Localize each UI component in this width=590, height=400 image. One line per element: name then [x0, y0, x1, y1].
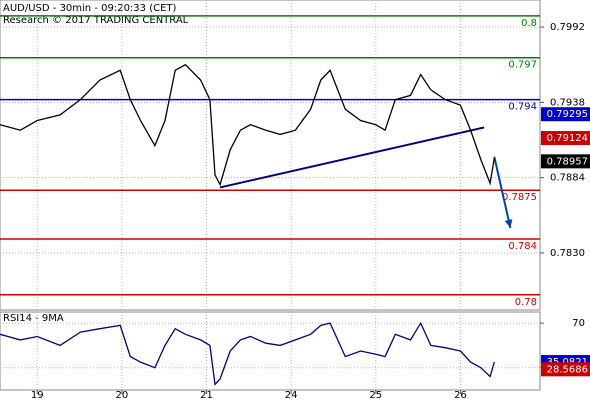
series-line	[0, 63, 495, 187]
price-panel	[0, 0, 541, 311]
level-label: 0.78	[515, 297, 537, 308]
price-tag	[541, 107, 590, 122]
price-tag	[541, 362, 590, 377]
chart-title: AUD/USD - 30min - 09:20:33 (CET)	[3, 3, 177, 14]
x-tick-label: 25	[369, 390, 382, 400]
y-tick-label: 0.7884	[550, 173, 585, 184]
level-label: 0.7875	[502, 192, 537, 203]
level-label: 0.784	[508, 241, 537, 252]
y-tick-label: 0.7992	[550, 22, 585, 33]
y-tick-label: 0.7830	[550, 248, 585, 259]
x-tick-label: 20	[116, 390, 129, 400]
x-tick-label: 19	[31, 390, 44, 400]
rsi-title: RSI14 - 9MA	[3, 313, 64, 324]
x-tick-label: 26	[454, 390, 467, 400]
price-tag-label: 28.5686	[547, 364, 588, 375]
price-tag-label: 0.79124	[547, 133, 588, 144]
trend-line	[493, 156, 512, 229]
arrow-head	[504, 219, 513, 228]
y-tick-label: 70	[572, 318, 585, 329]
series-line	[0, 321, 495, 386]
level-label: 0.8	[521, 18, 537, 29]
x-tick-label: 21	[200, 390, 213, 400]
level-label: 0.797	[508, 60, 537, 71]
level-label: 0.794	[508, 102, 537, 113]
y-tick-label: 0.7938	[550, 97, 585, 108]
price-tag-label: 0.78957	[547, 156, 588, 167]
price-tag-label: 0.79295	[547, 109, 588, 120]
price-tag	[541, 154, 590, 169]
x-tick-label: 24	[285, 390, 298, 400]
trend-line	[219, 126, 485, 189]
chart-subtitle: Research © 2017 TRADING CENTRAL	[3, 15, 189, 26]
rsi-panel	[0, 311, 541, 391]
price-tag	[541, 131, 590, 146]
